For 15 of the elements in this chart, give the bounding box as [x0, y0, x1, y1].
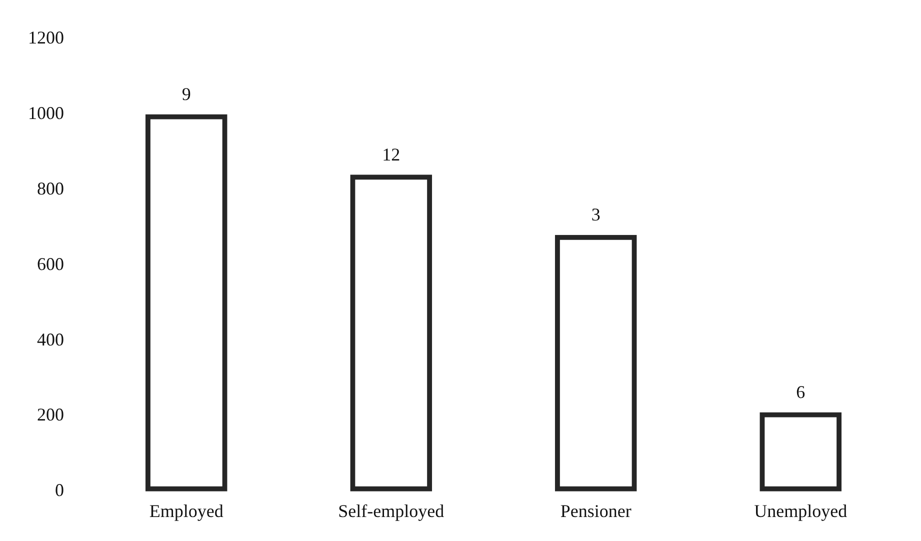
y-tick-label: 400 [37, 329, 64, 350]
x-tick-label: Self-employed [338, 500, 444, 521]
annotation: 12 [382, 144, 400, 164]
y-tick-label: 200 [37, 404, 64, 425]
x-tick-label: Employed [149, 500, 224, 521]
y-tick-label: 800 [37, 178, 64, 198]
x-tick-label: Unemployed [754, 500, 848, 521]
y-tick-label: 0 [55, 480, 64, 500]
y-tick-label: 1200 [28, 28, 64, 48]
y-tick-label: 600 [37, 254, 64, 274]
x-tick-label: Pensioner [560, 500, 632, 521]
annotation: 9 [182, 84, 191, 104]
annotation: 6 [796, 382, 806, 402]
y-tick-label: 1000 [28, 102, 64, 123]
annotation: 3 [591, 204, 600, 225]
